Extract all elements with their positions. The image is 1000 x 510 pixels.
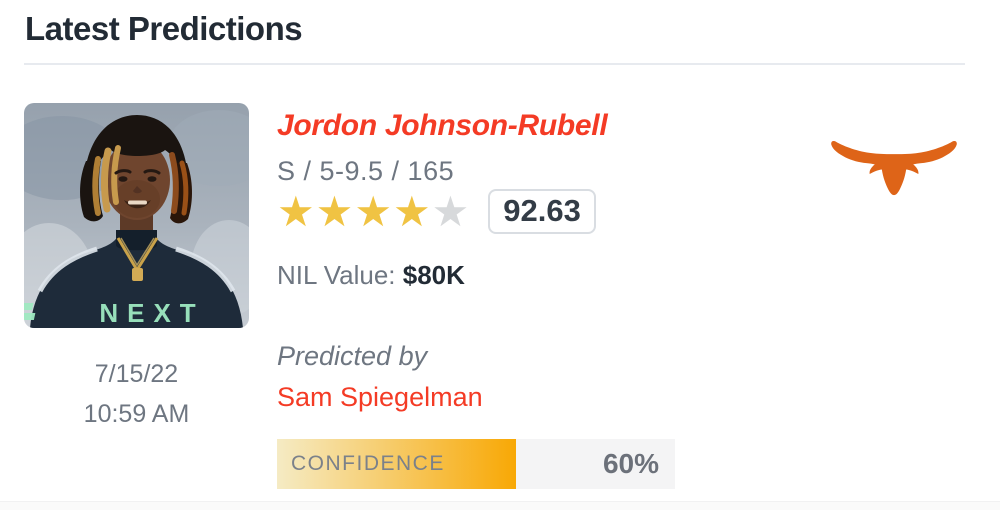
confidence-label: CONFIDENCE bbox=[291, 452, 445, 475]
prediction-card: NEXT 7/15/22 10:59 AM Jordon Johnson-Rub… bbox=[0, 65, 1000, 489]
star-filled-icon: ★ bbox=[392, 187, 431, 235]
nil-value-row: NIL Value: $80K bbox=[277, 260, 677, 291]
team-logo-column bbox=[830, 103, 975, 202]
confidence-bar: CONFIDENCE 60% bbox=[277, 439, 675, 489]
svg-text:NEXT: NEXT bbox=[99, 298, 204, 328]
longhorn-icon bbox=[831, 141, 957, 196]
prediction-time: 10:59 AM bbox=[83, 400, 190, 428]
star-filled-icon: ★ bbox=[277, 187, 315, 235]
player-position-measurables: S / 5-9.5 / 165 bbox=[277, 156, 455, 186]
header: Latest Predictions bbox=[0, 0, 1000, 48]
rating-row: ★★★★★ 92.63 bbox=[277, 189, 677, 234]
confidence-fill: CONFIDENCE bbox=[277, 439, 516, 489]
nil-label: NIL Value: bbox=[277, 260, 403, 290]
texas-longhorns-logo[interactable] bbox=[830, 133, 958, 202]
star-filled-icon: ★ bbox=[315, 187, 354, 235]
predicted-by-label: Predicted by bbox=[277, 341, 428, 371]
footer-strip bbox=[0, 501, 1000, 510]
star-rating: ★★★★★ bbox=[277, 187, 470, 235]
prediction-timestamp: 7/15/22 10:59 AM bbox=[24, 354, 249, 434]
player-headshot-illustration: NEXT bbox=[24, 103, 249, 328]
confidence-percent: 60% bbox=[602, 448, 659, 479]
prediction-date: 7/15/22 bbox=[94, 360, 179, 388]
header-divider bbox=[24, 63, 965, 65]
rating-score-box: 92.63 bbox=[488, 189, 596, 234]
player-name-link[interactable]: Jordon Johnson-Rubell bbox=[277, 109, 608, 142]
star-empty-icon: ★ bbox=[431, 187, 470, 235]
player-info-column: Jordon Johnson-Rubell S / 5-9.5 / 165 ★★… bbox=[277, 103, 677, 489]
page-title: Latest Predictions bbox=[25, 10, 303, 47]
predictor-name-link[interactable]: Sam Spiegelman bbox=[277, 382, 483, 412]
player-headshot[interactable]: NEXT bbox=[24, 103, 249, 328]
photo-column: NEXT 7/15/22 10:59 AM bbox=[24, 103, 249, 434]
star-filled-icon: ★ bbox=[354, 187, 392, 235]
nil-value: $80K bbox=[402, 260, 465, 290]
